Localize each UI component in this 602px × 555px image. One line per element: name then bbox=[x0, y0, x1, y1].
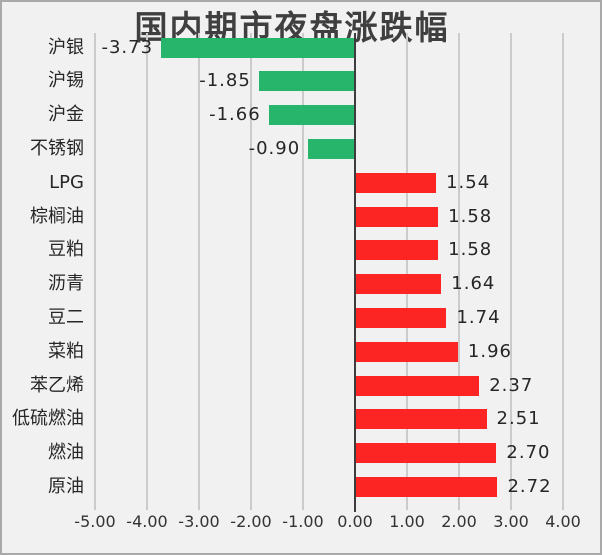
value-label: 2.37 bbox=[489, 374, 534, 396]
bar bbox=[161, 37, 355, 58]
bar bbox=[268, 105, 355, 126]
category-label: 豆粕 bbox=[48, 239, 84, 261]
gridline bbox=[198, 33, 200, 510]
category-label: 沪金 bbox=[48, 104, 84, 126]
bar bbox=[356, 172, 437, 193]
bar bbox=[356, 476, 498, 497]
bar bbox=[308, 138, 355, 159]
bar bbox=[356, 409, 487, 430]
x-tick-label: -2.00 bbox=[230, 512, 272, 531]
category-label: 豆二 bbox=[48, 306, 84, 328]
value-label: 1.96 bbox=[467, 340, 512, 362]
value-label: -1.66 bbox=[209, 104, 261, 126]
value-label: -1.85 bbox=[199, 70, 251, 92]
x-tick-label: 4.00 bbox=[545, 512, 581, 531]
value-label: 1.54 bbox=[446, 171, 491, 193]
category-label: 不锈钢 bbox=[30, 137, 84, 159]
gridline bbox=[250, 33, 252, 510]
x-tick-label: 1.00 bbox=[389, 512, 425, 531]
category-label: 原油 bbox=[48, 475, 84, 497]
bar bbox=[258, 71, 355, 92]
category-label: LPG bbox=[49, 171, 84, 193]
value-label: 1.64 bbox=[451, 273, 496, 295]
x-tick-label: 3.00 bbox=[493, 512, 529, 531]
value-label: -3.73 bbox=[101, 36, 154, 58]
gridline bbox=[562, 33, 564, 510]
gridline bbox=[94, 33, 96, 510]
category-label: 燃油 bbox=[48, 442, 84, 464]
category-label: 菜粕 bbox=[48, 340, 84, 362]
bar bbox=[356, 307, 447, 328]
x-tick-label: -1.00 bbox=[282, 512, 324, 531]
category-label: 沪银 bbox=[48, 36, 84, 58]
gridline bbox=[302, 33, 304, 510]
x-tick-label: -3.00 bbox=[178, 512, 220, 531]
x-tick-label: -4.00 bbox=[126, 512, 168, 531]
category-label: 棕榈油 bbox=[30, 205, 84, 227]
value-label: 2.72 bbox=[507, 475, 552, 497]
category-label: 沥青 bbox=[48, 273, 84, 295]
x-tick-label: 2.00 bbox=[441, 512, 477, 531]
value-label: 1.74 bbox=[456, 306, 501, 328]
gridline bbox=[146, 33, 148, 510]
bar bbox=[356, 240, 439, 261]
value-label: -0.90 bbox=[248, 137, 301, 159]
x-tick-label: 0.00 bbox=[337, 512, 373, 531]
gridline bbox=[510, 33, 512, 510]
bar bbox=[356, 274, 442, 295]
gridline bbox=[458, 33, 460, 510]
value-label: 2.51 bbox=[496, 408, 541, 430]
x-tick-label: -5.00 bbox=[74, 512, 116, 531]
value-label: 1.58 bbox=[448, 205, 493, 227]
category-label: 苯乙烯 bbox=[30, 374, 84, 396]
bar bbox=[356, 375, 480, 396]
category-label: 沪锡 bbox=[48, 70, 84, 92]
value-label: 1.58 bbox=[448, 239, 493, 261]
bar bbox=[356, 206, 439, 227]
bar bbox=[356, 443, 497, 464]
value-label: 2.70 bbox=[506, 442, 551, 464]
gridline bbox=[406, 33, 408, 510]
category-label: 低硫燃油 bbox=[12, 408, 84, 430]
bar bbox=[356, 341, 458, 362]
zero-axis-line bbox=[354, 33, 356, 512]
